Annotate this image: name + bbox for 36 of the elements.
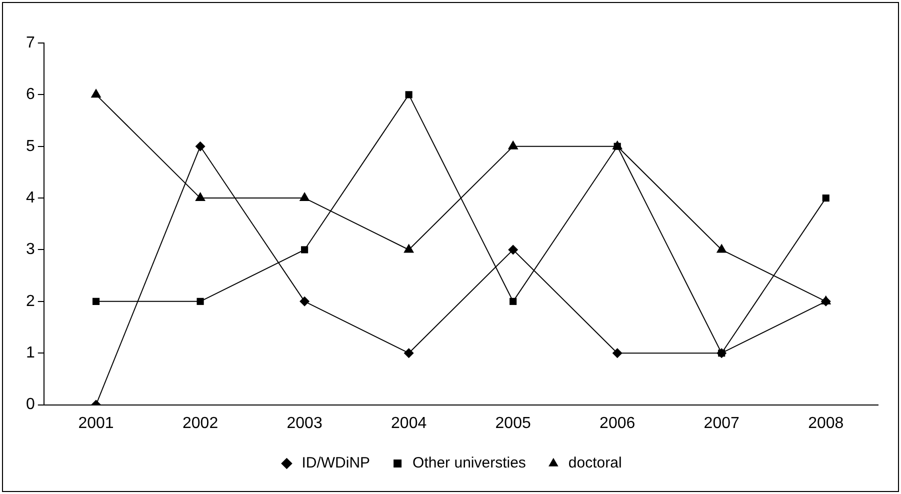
y-tick-label: 2 [26,292,35,310]
point [299,192,310,202]
x-tick-label: 2005 [495,414,531,432]
point [510,298,517,305]
point [405,91,412,98]
y-tick-label: 0 [26,396,35,414]
point [195,141,206,152]
x-tick-label: 2006 [600,414,636,432]
point [196,298,204,305]
y-tick-label: 4 [26,189,35,206]
point [508,244,518,255]
legend-label: doctoral [568,454,622,472]
y-tick-label: 7 [26,34,35,52]
y-tick-label: 6 [26,86,35,104]
x-tick-label: 2002 [182,414,218,432]
x-tick-label: 2003 [286,414,322,432]
point [404,244,414,253]
y-tick-label: 5 [26,138,35,155]
point [822,194,830,202]
y-tick-label: 3 [26,241,35,258]
x-tick-label: 2007 [704,414,740,432]
point [195,192,206,202]
point [716,244,727,253]
y-tick-label: 1 [26,344,35,362]
point [404,348,414,358]
legend-label: Other universties [412,454,526,472]
point [90,88,102,98]
x-tick-label: 2004 [391,414,427,432]
point [301,246,308,254]
legend-label: ID/WDiNP [302,454,370,472]
x-tick-label: 2001 [78,414,114,432]
point [508,140,518,150]
x-tick-label: 2008 [808,414,844,432]
point [300,296,310,306]
point [612,348,622,358]
point [92,298,100,305]
